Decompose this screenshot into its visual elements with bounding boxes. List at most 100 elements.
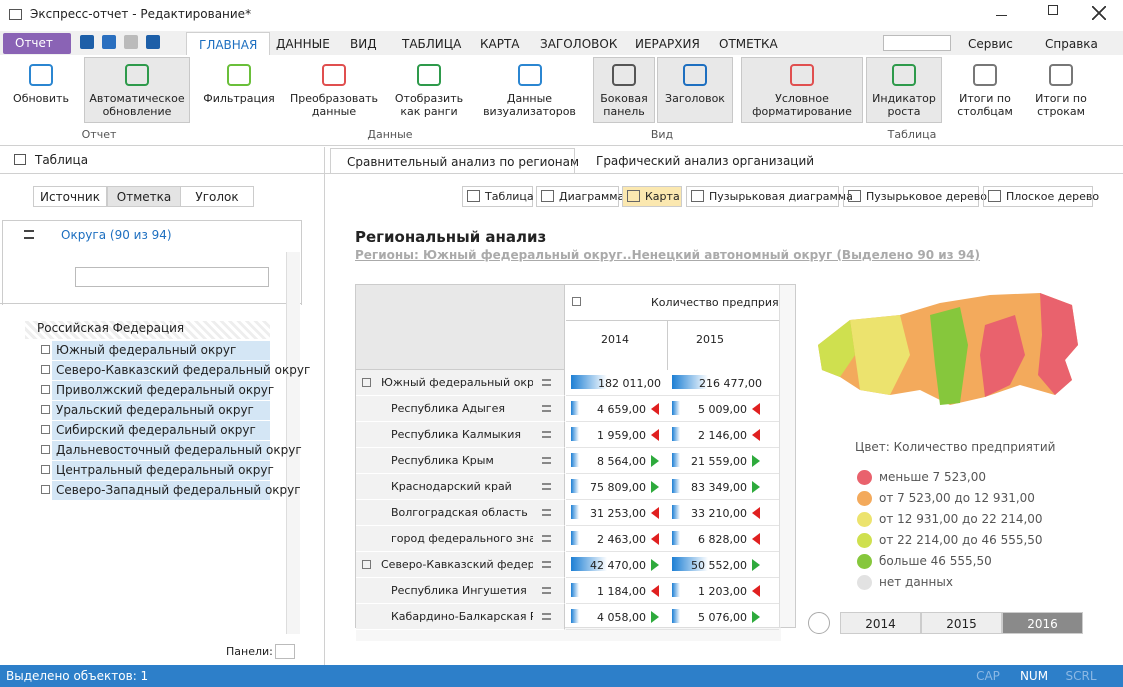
row-line [566,525,779,526]
tree-item[interactable]: Сибирский федеральный округ [52,421,270,440]
view-button[interactable]: Пузырьковое дерево [843,186,987,207]
value-bar [571,609,579,623]
button-label: Автоматическое [89,92,185,105]
ribbon-tab[interactable]: ГЛАВНАЯ [186,32,271,55]
cell-value: 182 011,00 [598,377,661,390]
panel-tab[interactable]: Уголок [180,186,254,207]
view-button[interactable]: Плоское дерево [983,186,1099,207]
ribbon-tab[interactable]: ВИД [350,37,377,51]
view-button[interactable]: Таблица [462,186,534,207]
expand-icon[interactable] [41,425,50,434]
document-tab[interactable]: Графический анализ организаций [596,154,815,168]
legend-label: от 12 931,00 до 22 214,00 [879,512,1043,526]
row-head [356,396,565,422]
ribbon-tab[interactable]: КАРТА [480,37,520,51]
ribbon-tab[interactable]: ОТМЕТКА [719,37,778,51]
map-shape [818,320,855,377]
trend-arrow [752,403,760,415]
button-label: данные [311,105,357,118]
timeline-year[interactable]: 2016 [1002,612,1083,634]
filter-icon[interactable] [542,431,551,438]
filter-icon[interactable] [542,457,551,464]
map-shape [980,315,1025,397]
view-icon [988,190,1001,202]
tree-item[interactable]: Южный федеральный округ [52,341,270,360]
filter-icon[interactable] [542,483,551,490]
ribbon-tab[interactable]: ТАБЛИЦА [402,37,462,51]
tree-item[interactable]: Уральский федеральный округ [52,401,270,420]
ribbon-button[interactable] [593,57,655,123]
collapse-icon[interactable] [572,297,581,306]
trend-arrow [752,585,760,597]
expand-icon[interactable] [41,445,50,454]
ribbon-tab[interactable]: ДАННЫЕ [276,37,330,51]
panel-tab[interactable]: Источник [33,186,107,207]
row-head [356,578,565,604]
quick-access-icon[interactable] [124,35,138,49]
expand-icon[interactable] [41,485,50,494]
ribbon-button[interactable] [741,57,863,123]
filter-icon[interactable] [542,561,551,568]
tab-scroll[interactable] [883,35,951,51]
button-label: столбцам [957,105,1013,118]
panel-box [2,220,302,305]
filter-icon[interactable] [542,379,551,386]
expand-icon[interactable] [41,385,50,394]
row-name: Южный федеральный округ [381,376,533,389]
button-label: Преобразовать [290,92,378,105]
trend-arrow [752,611,760,623]
view-button[interactable]: Диаграмма [536,186,624,207]
filter-icon[interactable] [542,405,551,412]
search-box[interactable] [75,267,269,287]
filter-icon[interactable] [542,613,551,620]
tree-item[interactable]: Приволжский федеральный округ [52,381,274,400]
ribbon-tab[interactable]: ЗАГОЛОВОК [540,37,618,51]
dimension-selector[interactable]: Округа (90 из 94) [61,228,172,242]
menu-item[interactable]: Справка [1045,37,1098,51]
collapse-icon[interactable] [362,560,371,569]
filter-icon[interactable] [542,587,551,594]
document-tab[interactable]: Сравнительный анализ по регионам [330,148,579,174]
timeline-year[interactable]: 2015 [921,612,1002,634]
button-label: роста [887,105,921,118]
filter-icon[interactable] [542,535,551,542]
quick-access-icon[interactable] [146,35,160,49]
play-button[interactable] [808,612,830,634]
expand-icon[interactable] [41,405,50,414]
ribbon-button[interactable] [657,57,733,123]
row-head [356,474,565,500]
collapse-icon[interactable] [362,378,371,387]
header-line [566,320,779,321]
expand-icon[interactable] [41,365,50,374]
tree-item[interactable]: Северо-Западный федеральный округ [52,481,301,500]
menu-item[interactable]: Сервис [968,37,1013,51]
legend-title: Цвет: Количество предприятий [855,440,1056,454]
timeline-year[interactable]: 2014 [840,612,921,634]
value-bar [672,609,680,623]
trend-arrow [752,559,760,571]
file-button[interactable]: Отчет [3,33,71,54]
legend-swatch [857,575,872,590]
quick-access-icon[interactable] [80,35,94,49]
expand-icon[interactable] [41,345,50,354]
row-line [566,395,779,396]
value-bar [672,531,680,545]
filter-icon[interactable] [542,509,551,516]
year-header: 2015 [696,333,724,346]
panels-button[interactable] [275,644,295,659]
tree-item[interactable]: Центральный федеральный округ [52,461,274,480]
tree-item[interactable]: Северо-Кавказский федеральный округ [52,361,310,380]
map-shape [850,315,910,395]
ribbon-button[interactable] [866,57,942,123]
view-button[interactable]: Пузырьковая диаграмма [686,186,853,207]
ribbon-button[interactable] [84,57,190,123]
tree-root[interactable]: Российская Федерация [25,321,270,339]
expand-icon[interactable] [41,465,50,474]
tree-item[interactable]: Дальневосточный федеральный округ [52,441,302,460]
cell-value: 1 184,00 [597,585,646,598]
ribbon-tab[interactable]: ИЕРАРХИЯ [635,37,700,51]
table-corner [356,285,565,370]
button-icon [612,64,636,86]
quick-access-icon[interactable] [102,35,116,49]
panel-tab[interactable]: Отметка [107,186,181,207]
